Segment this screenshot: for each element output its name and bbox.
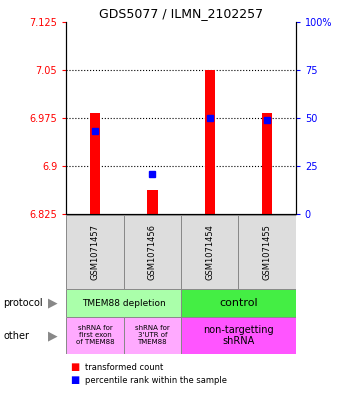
Text: GSM1071455: GSM1071455: [262, 224, 272, 280]
Text: other: other: [3, 331, 29, 341]
Text: shRNA for
first exon
of TMEM88: shRNA for first exon of TMEM88: [76, 325, 114, 345]
Text: GSM1071456: GSM1071456: [148, 224, 157, 280]
Text: ▶: ▶: [48, 296, 57, 310]
Bar: [262, 114, 272, 214]
Bar: [124, 317, 181, 354]
Bar: [66, 317, 124, 354]
Text: percentile rank within the sample: percentile rank within the sample: [85, 376, 227, 385]
Bar: [147, 190, 157, 214]
Bar: [90, 114, 100, 214]
Title: GDS5077 / ILMN_2102257: GDS5077 / ILMN_2102257: [99, 7, 263, 20]
Text: ▶: ▶: [48, 329, 57, 342]
Text: GSM1071457: GSM1071457: [90, 224, 100, 280]
Text: shRNA for
3'UTR of
TMEM88: shRNA for 3'UTR of TMEM88: [135, 325, 170, 345]
Text: ■: ■: [70, 375, 79, 386]
Bar: [124, 215, 181, 289]
Bar: [66, 289, 181, 317]
Bar: [238, 215, 296, 289]
Text: protocol: protocol: [3, 298, 43, 308]
Text: non-targetting
shRNA: non-targetting shRNA: [203, 325, 274, 346]
Bar: [181, 289, 296, 317]
Bar: [181, 317, 296, 354]
Text: transformed count: transformed count: [85, 363, 163, 372]
Text: control: control: [219, 298, 258, 308]
Bar: [205, 70, 215, 214]
Text: ■: ■: [70, 362, 79, 373]
Bar: [66, 215, 124, 289]
Text: GSM1071454: GSM1071454: [205, 224, 214, 280]
Text: TMEM88 depletion: TMEM88 depletion: [82, 299, 166, 307]
Bar: [181, 215, 238, 289]
